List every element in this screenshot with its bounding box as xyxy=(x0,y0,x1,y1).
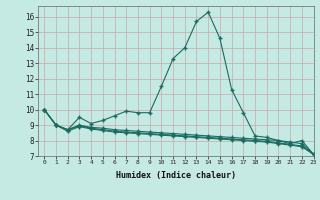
X-axis label: Humidex (Indice chaleur): Humidex (Indice chaleur) xyxy=(116,171,236,180)
